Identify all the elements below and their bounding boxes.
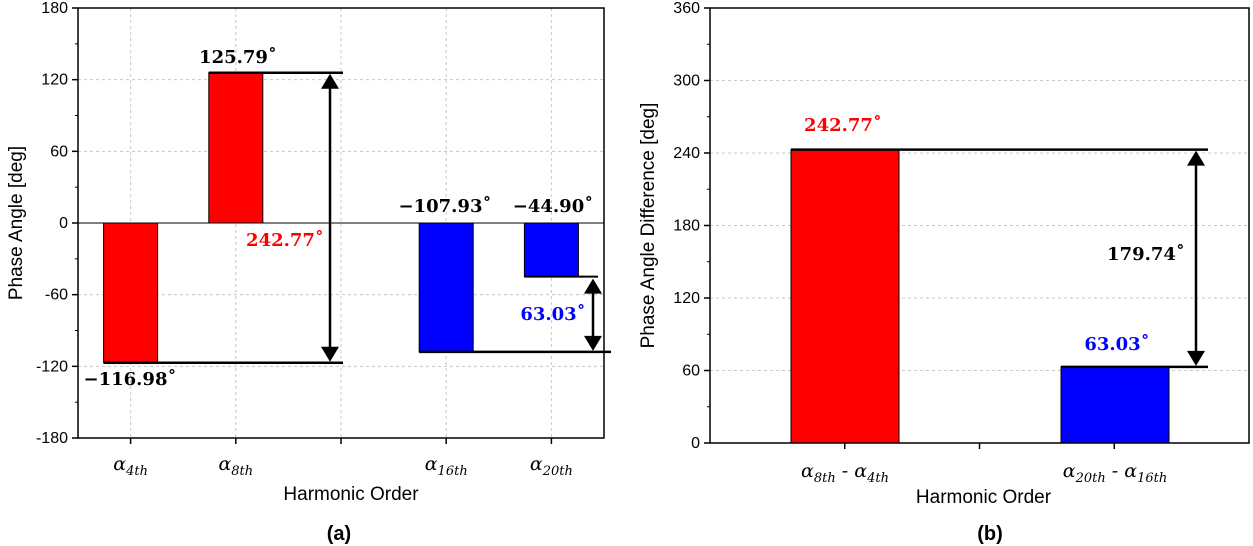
a-y-axis-label: Phase Angle [deg] (6, 146, 27, 300)
a-annotation-label: 242.77˚ (246, 228, 324, 251)
a-category-label-sub: 20th (542, 464, 573, 479)
b-data-label: 63.03˚ (1084, 332, 1149, 355)
b-x-axis-label: Harmonic Order (916, 487, 1052, 508)
a-plot-frame (77, 7, 605, 439)
a-arrow-242-head-down (321, 346, 339, 362)
b-category-label-sep: - (836, 460, 855, 482)
a-ytick-label: -120 (36, 358, 68, 375)
b-category-label-base: α (1063, 460, 1076, 482)
b-category-label-sep: - (1106, 460, 1125, 482)
a-ytick-label: 120 (41, 72, 68, 89)
b-category-label-sub: 8th (814, 471, 836, 486)
a-bar (208, 72, 264, 224)
a-category-label-sub: 4th (125, 464, 148, 479)
b-category-label-base: α (854, 460, 867, 482)
b-arrow-179-head-down (1187, 350, 1205, 366)
a-bar (418, 222, 474, 353)
b-ytick-label: 180 (673, 218, 700, 235)
a-x-axis-label: Harmonic Order (283, 484, 419, 505)
b-ytick-label: 60 (682, 363, 700, 380)
a-data-label: −44.90˚ (513, 194, 593, 217)
b-annotation-label: 179.74˚ (1107, 242, 1185, 265)
a-category-label: α20th (530, 453, 573, 479)
b-category-label-sub: 20th (1075, 471, 1106, 486)
b-data-label: 242.77˚ (804, 113, 882, 136)
b-category-label-base: α (1124, 460, 1137, 482)
a-category-label-base: α (218, 453, 231, 475)
a-category-label: α16th (425, 453, 468, 479)
a-panel-caption: (a) (327, 523, 351, 545)
a-arrow-63-head-up (584, 278, 602, 294)
a-data-label: 125.79˚ (199, 45, 277, 68)
a-annotation-label: 63.03˚ (520, 302, 585, 325)
b-category-label: α8th - α4th (801, 460, 889, 486)
b-category-label: α20th - α16th (1063, 460, 1167, 486)
a-category-label: α8th (218, 453, 253, 479)
b-ytick-label: 300 (673, 73, 700, 90)
a-arrow-242-head-up (321, 73, 339, 89)
b-y-axis-label: Phase Angle Difference [deg] (638, 103, 659, 349)
b-bar (1060, 366, 1170, 444)
a-ytick-label: -60 (45, 287, 68, 304)
a-arrow-63-head-down (584, 335, 602, 351)
a-bar (523, 222, 579, 278)
a-category-label-sub: 8th (231, 464, 253, 479)
b-panel-caption: (b) (977, 523, 1003, 545)
b-category-label-sub: 4th (866, 471, 889, 486)
b-plot-frame (709, 7, 1250, 444)
a-ytick-label: 0 (59, 215, 68, 232)
a-data-label: −116.98˚ (84, 367, 177, 390)
a-category-label-sub: 16th (438, 464, 468, 479)
b-category-label-base: α (801, 460, 814, 482)
a-category-label: α4th (113, 453, 148, 479)
a-category-label-base: α (425, 453, 438, 475)
b-bar (790, 149, 900, 444)
a-bar (103, 222, 159, 364)
b-arrow-179-head-up (1187, 150, 1205, 166)
a-data-label: −107.93˚ (399, 194, 492, 217)
a-ytick-label: 180 (41, 0, 68, 17)
b-ytick-label: 240 (673, 145, 700, 162)
b-ytick-label: 120 (673, 290, 700, 307)
b-category-label-sub: 16th (1137, 471, 1167, 486)
b-ytick-label: 0 (691, 435, 700, 452)
b-ytick-label: 360 (673, 0, 700, 17)
a-ytick-label: 60 (50, 143, 68, 160)
a-ytick-label: -180 (36, 430, 68, 447)
a-category-label-base: α (530, 453, 543, 475)
a-category-label-base: α (113, 453, 126, 475)
